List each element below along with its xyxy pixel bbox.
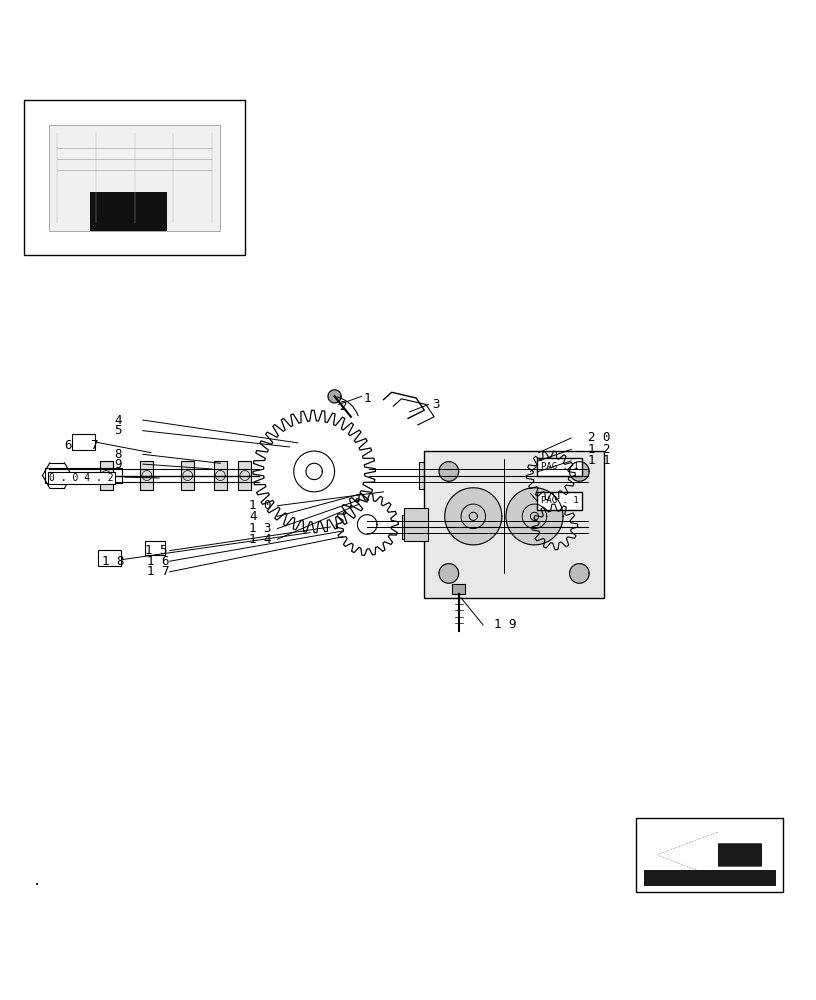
Bar (484, 515, 495, 539)
Text: PAG . 1: PAG . 1 (540, 462, 579, 471)
Text: 1 6: 1 6 (147, 555, 170, 568)
Bar (49, 125, 220, 231)
Bar (419, 462, 430, 489)
Polygon shape (439, 564, 459, 583)
Text: 2 0: 2 0 (588, 431, 610, 444)
Polygon shape (659, 833, 761, 877)
Bar (496, 462, 508, 489)
Text: 8: 8 (114, 448, 122, 461)
Bar (533, 462, 544, 489)
Polygon shape (439, 462, 459, 481)
Text: 1 7: 1 7 (147, 565, 170, 578)
Text: 4: 4 (114, 414, 122, 427)
Text: .: . (33, 874, 41, 888)
Text: 2: 2 (339, 400, 346, 413)
Bar (452, 584, 465, 594)
Bar (98, 550, 121, 566)
Bar (636, 818, 783, 892)
Text: 1 9: 1 9 (494, 618, 517, 631)
Bar (537, 492, 582, 510)
Text: 4: 4 (249, 510, 256, 523)
Bar (24, 100, 245, 255)
Text: 1 4: 1 4 (249, 533, 272, 546)
Bar (181, 461, 194, 490)
Polygon shape (570, 564, 589, 583)
Bar (72, 434, 95, 450)
Text: 1 8: 1 8 (102, 555, 125, 568)
Text: 1: 1 (363, 391, 370, 404)
Text: 1 0: 1 0 (249, 499, 272, 512)
Bar (402, 515, 414, 539)
Bar (565, 515, 577, 539)
Text: 1 5: 1 5 (145, 544, 168, 557)
Bar (644, 870, 776, 886)
Bar (443, 515, 455, 539)
Polygon shape (659, 833, 717, 877)
Text: 0 . 0 4 . 2: 0 . 0 4 . 2 (49, 473, 113, 483)
Polygon shape (445, 488, 502, 545)
Bar (45, 468, 122, 483)
Bar (537, 458, 582, 476)
Polygon shape (328, 390, 341, 403)
Bar (459, 462, 471, 489)
Bar (140, 461, 153, 490)
Text: 6: 6 (64, 439, 72, 452)
Bar (424, 451, 604, 598)
Bar (214, 461, 227, 490)
Bar (90, 192, 167, 231)
Polygon shape (570, 462, 589, 481)
Text: 7: 7 (90, 439, 98, 452)
Bar (565, 462, 577, 489)
Text: 9: 9 (114, 458, 122, 471)
Bar (145, 541, 165, 555)
Bar (404, 508, 428, 541)
Text: 1 1: 1 1 (588, 454, 610, 467)
Text: 5: 5 (114, 424, 122, 437)
Text: PAG . 1: PAG . 1 (540, 496, 579, 505)
Bar (525, 515, 536, 539)
Bar (238, 461, 251, 490)
Text: 3: 3 (432, 398, 440, 411)
Bar (100, 461, 113, 490)
Text: 1 2: 1 2 (588, 443, 610, 456)
Polygon shape (506, 488, 563, 545)
Text: 1 3: 1 3 (249, 522, 272, 535)
